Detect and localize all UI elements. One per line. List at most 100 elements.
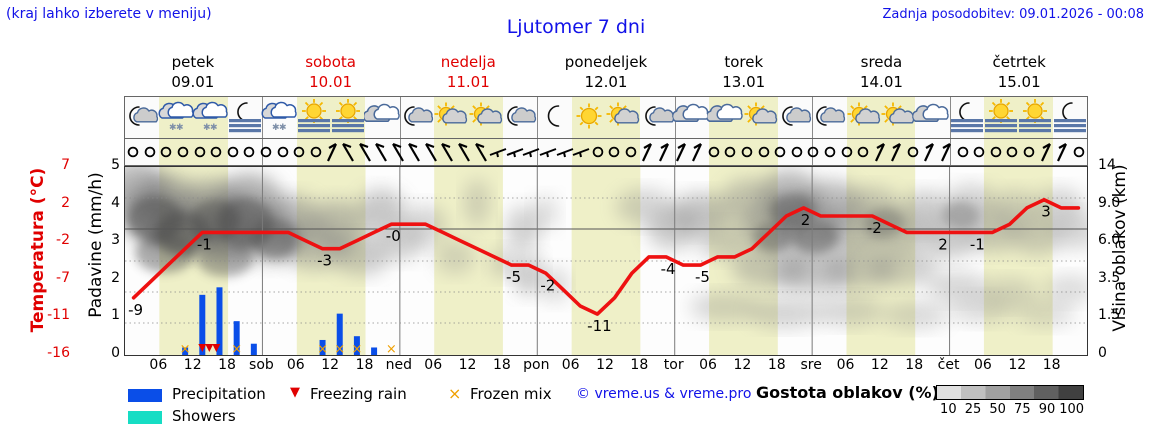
day-separator (949, 97, 951, 138)
svg-text:-1: -1 (197, 235, 212, 253)
wind-calm-icon (273, 141, 293, 165)
day-separator (262, 139, 264, 165)
wind-barb-icon (687, 141, 707, 165)
time-tick-7: ned (385, 357, 413, 373)
sun-fog-icon (982, 99, 1020, 137)
wind-calm-icon (754, 141, 774, 165)
svg-text:-4: -4 (661, 260, 676, 278)
cloud-density-tick-2: 50 (989, 402, 1006, 417)
svg-text:✱: ✱ (210, 123, 218, 133)
day-separator (812, 97, 814, 138)
cloud-height-tick-0: 14 (1098, 157, 1116, 173)
cloud-height-tick-4: 1.5 (1098, 307, 1121, 324)
cloud-density-title: Gostota oblakov (%) (756, 383, 939, 402)
time-tick-13: 12 (596, 357, 614, 373)
svg-text:✱: ✱ (279, 123, 287, 133)
day-date: 10.01 (309, 73, 353, 91)
sun-fog-icon (295, 99, 333, 137)
time-tick-18: 18 (767, 357, 786, 373)
svg-text:-9: -9 (128, 301, 143, 319)
wind-barb-icon (405, 141, 425, 165)
day-date: 13.01 (722, 73, 766, 91)
svg-text:✱: ✱ (203, 123, 211, 133)
temperature-tick-0: 7 (61, 157, 70, 173)
moon-fog-icon (226, 99, 264, 137)
sun-cloud-icon (467, 99, 505, 137)
sun-icon (570, 99, 608, 137)
sun-fog-icon (1016, 99, 1054, 137)
svg-text:2: 2 (801, 211, 811, 229)
moon-cloud-icon (501, 99, 539, 137)
time-tick-0: 06 (149, 357, 168, 373)
location-hint-link[interactable]: (kraj lahko izberete v meniju) (6, 6, 212, 22)
wind-barb-icon (339, 141, 359, 165)
time-tick-26: 18 (1042, 357, 1061, 373)
time-tick-10: 18 (493, 357, 511, 373)
wind-barb-icon (389, 141, 409, 165)
precipitation-tick-0: 5 (111, 157, 120, 173)
time-tick-24: 06 (974, 357, 992, 373)
wind-calm-icon (1019, 141, 1039, 165)
wind-calm-icon (621, 141, 641, 165)
wind-calm-icon (969, 141, 989, 165)
cloud-snow-icon: ✱ ✱ (192, 99, 230, 137)
wind-calm-icon (156, 141, 176, 165)
cloud-height-tick-1: 9.0 (1098, 194, 1121, 211)
precipitation-swatch (128, 389, 162, 402)
sun-cloud-icon (845, 99, 883, 137)
moon-cloud-icon (639, 99, 677, 137)
wind-barb-icon (671, 141, 691, 165)
daylight-band (296, 139, 366, 165)
temperature-tick-5: -16 (47, 345, 70, 361)
cloud-icon (706, 99, 745, 137)
wind-calm-icon (588, 141, 608, 165)
temperature-tick-4: -11 (47, 307, 70, 324)
time-axis: 06 12 18 sob 06 12 18 ned 06 12 18 pon 06 12 18 tor 06 12… (124, 357, 1088, 379)
wind-calm-icon (125, 141, 143, 165)
freezing-rain-icon: ▼ (290, 385, 300, 400)
wind-calm-icon (206, 141, 226, 165)
cloud-density-tick-3: 75 (1014, 402, 1031, 417)
cloud-density-gradient-bar (936, 385, 1084, 400)
sun-fog-icon (329, 99, 367, 137)
last-update-label: Zadnja posodobitev: 09.01.2026 - 00:08 (882, 7, 1144, 22)
wind-barb-icon (356, 141, 376, 165)
svg-text:2: 2 (938, 235, 948, 253)
frozen-mix-icon: × (448, 384, 462, 403)
moon-cloud-icon (810, 99, 848, 137)
cloud-snow-icon: ✱ ✱ (261, 99, 299, 137)
day-date: 12.01 (584, 73, 628, 91)
precipitation-tick-5: 0 (111, 345, 120, 361)
cloud-icon (362, 99, 402, 137)
svg-text:-5: -5 (695, 268, 710, 286)
wind-barb-icon (571, 141, 591, 165)
wind-barb-icon (472, 141, 492, 165)
day-date: 09.01 (171, 73, 215, 91)
wind-barb-icon (1036, 141, 1056, 165)
wind-barb-icon (521, 141, 541, 165)
day-separator (399, 139, 401, 165)
day-name: sobota (305, 53, 356, 71)
svg-text:-1: -1 (970, 235, 985, 253)
time-tick-8: 06 (424, 357, 443, 373)
cloud-density-tick-4: 90 (1038, 402, 1056, 417)
copyright-link[interactable]: © vreme.us & vreme.pro (576, 386, 752, 402)
moon-cloud-icon (398, 99, 436, 137)
day-name: sreda (860, 53, 903, 71)
time-tick-16: 06 (699, 357, 717, 373)
frozen-mix-legend-label: Frozen mix (470, 385, 552, 403)
wind-calm-icon (223, 141, 243, 165)
time-tick-20: 06 (836, 357, 855, 373)
cloud-density-tick-1: 25 (964, 402, 982, 417)
time-tick-17: 12 (733, 357, 752, 373)
day-date: 14.01 (859, 73, 903, 91)
day-header-ponedeljek: ponedeljek 12.01 (537, 52, 675, 94)
cloud-density-tick-5: 100 (1059, 402, 1085, 417)
svg-text:-5: -5 (506, 268, 521, 286)
wind-calm-icon (820, 141, 840, 165)
temperature-tick-2: -2 (56, 232, 70, 249)
svg-text:-3: -3 (317, 252, 332, 270)
wind-barb-icon (422, 141, 442, 165)
weather-icon-panel: ✱ ✱ ✱ ✱ ✱ ✱ (124, 96, 1088, 138)
